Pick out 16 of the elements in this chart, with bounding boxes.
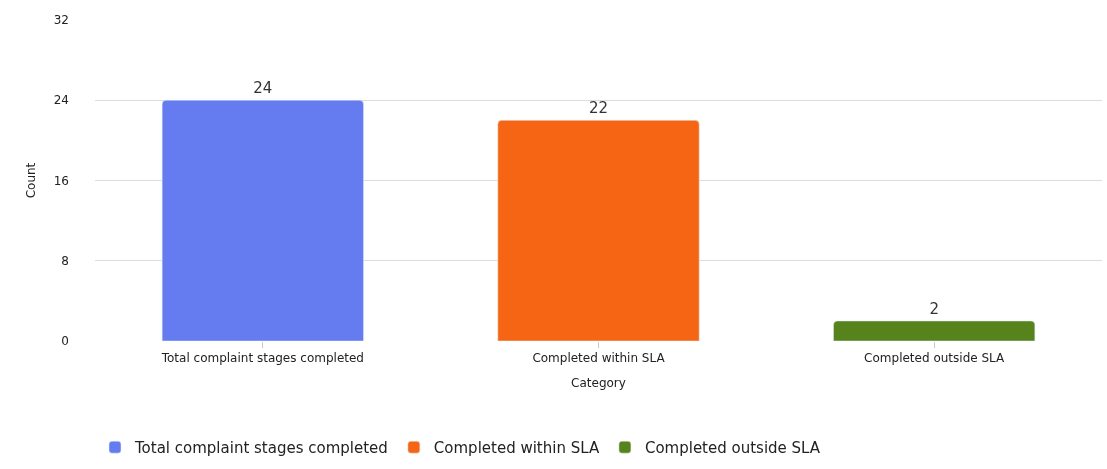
data-label: 2 <box>929 299 939 318</box>
y-tick-label: 32 <box>53 13 69 28</box>
y-tick-label: 24 <box>53 93 69 108</box>
legend-label: Completed within SLA <box>433 438 600 457</box>
x-axis-title: Category <box>571 376 626 391</box>
legend-label: Completed outside SLA <box>644 438 821 457</box>
data-label: 24 <box>253 79 273 98</box>
y-tick-label: 0 <box>61 334 69 349</box>
legend-label: Total complaint stages completed <box>134 438 388 457</box>
data-label: 22 <box>588 99 609 118</box>
y-tick-label: 8 <box>61 253 69 268</box>
x-tick-label: Completed within SLA <box>532 351 666 366</box>
y-tick-label: 16 <box>53 173 69 188</box>
y-axis-title: Count <box>24 162 39 199</box>
x-tick-label: Total complaint stages completed <box>160 351 364 366</box>
x-tick-label: Completed outside SLA <box>864 351 1006 366</box>
